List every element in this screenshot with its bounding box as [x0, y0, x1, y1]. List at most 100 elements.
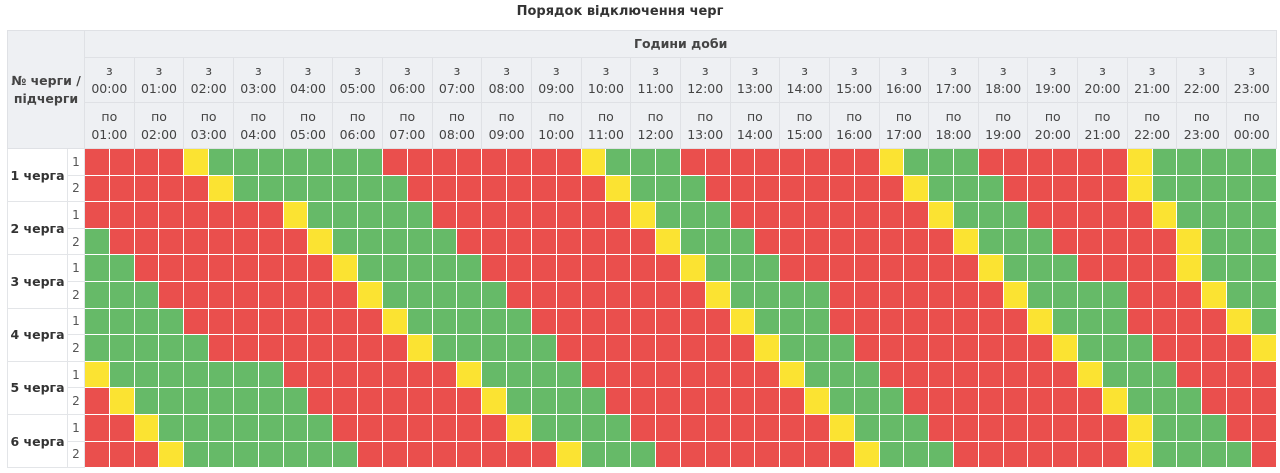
power-on-cell	[406, 227, 433, 256]
outage-cell	[853, 334, 880, 362]
outage-cell	[1052, 413, 1079, 442]
from-prefix: з	[453, 63, 461, 78]
possible-outage-cell	[208, 174, 234, 203]
from-time: 19:00	[1034, 81, 1071, 96]
subqueue-number: 1	[67, 201, 85, 229]
power-on-cell	[1226, 148, 1252, 176]
to-time: 01:00	[91, 126, 128, 142]
queue-label: 5 черга	[7, 360, 68, 415]
outage-cell	[630, 227, 657, 256]
power-on-cell	[1151, 148, 1178, 176]
power-on-cell	[406, 201, 433, 229]
outage-cell	[605, 360, 632, 389]
outage-cell	[282, 254, 309, 282]
outage-cell	[655, 413, 681, 442]
outage-cell	[977, 307, 1004, 336]
outage-cell	[307, 254, 334, 282]
power-on-cell	[1201, 201, 1228, 229]
power-on-cell	[952, 174, 979, 203]
power-on-cell	[1226, 174, 1252, 203]
outage-cell	[183, 174, 210, 203]
power-on-cell	[580, 387, 607, 415]
outage-cell	[605, 254, 632, 282]
outage-cell	[1176, 360, 1203, 389]
power-on-cell	[1027, 280, 1054, 309]
outage-cell	[878, 280, 905, 309]
outage-cell	[853, 201, 880, 229]
to-time: 21:00	[1084, 126, 1121, 142]
power-on-cell	[655, 201, 681, 229]
possible-outage-cell	[630, 201, 657, 229]
power-on-cell	[357, 148, 383, 176]
possible-outage-cell	[1151, 201, 1178, 229]
power-on-cell	[183, 413, 210, 442]
hour-from-header: з 16:00	[878, 57, 930, 103]
outage-cell	[704, 387, 731, 415]
hour-to-header: по 14:00	[729, 102, 781, 149]
outage-cell	[853, 174, 880, 203]
power-on-cell	[108, 280, 135, 309]
outage-cell	[804, 148, 830, 176]
power-on-cell	[307, 201, 334, 229]
from-time: 18:00	[985, 81, 1022, 96]
outage-cell	[1151, 227, 1178, 256]
outage-cell	[555, 148, 582, 176]
outage-cell	[903, 360, 930, 389]
outage-cell	[332, 280, 359, 309]
power-on-cell	[282, 174, 309, 203]
possible-outage-cell	[307, 227, 334, 256]
outage-cell	[853, 307, 880, 336]
power-on-cell	[1052, 280, 1079, 309]
power-on-cell	[307, 440, 334, 469]
outage-cell	[257, 307, 284, 336]
from-time: 10:00	[587, 81, 624, 96]
power-on-cell	[431, 227, 458, 256]
power-on-cell	[332, 227, 359, 256]
outage-cell	[183, 307, 210, 336]
outage-cell	[456, 201, 483, 229]
possible-outage-cell	[1201, 280, 1228, 309]
outage-cell	[530, 227, 557, 256]
from-prefix: з	[751, 63, 759, 78]
power-on-cell	[977, 201, 1004, 229]
outage-cell	[332, 413, 359, 442]
outage-cell	[952, 280, 979, 309]
outage-cell	[1027, 413, 1054, 442]
power-on-cell	[332, 174, 359, 203]
outage-cell	[704, 334, 731, 362]
power-on-cell	[381, 254, 408, 282]
outage-cell	[679, 440, 706, 469]
power-on-cell	[530, 334, 557, 362]
power-on-cell	[754, 254, 781, 282]
outage-cell	[208, 201, 234, 229]
queue-row: 4 черга 1	[7, 307, 1278, 362]
queue-row: 2 черга 1	[7, 201, 1278, 256]
outage-cell	[1101, 174, 1128, 203]
power-on-cell	[1002, 201, 1029, 229]
hour-to-header: по 17:00	[878, 102, 930, 149]
power-on-cell	[1176, 387, 1203, 415]
from-time: 12:00	[687, 81, 724, 96]
outage-cell	[406, 360, 433, 389]
outage-cell	[133, 254, 160, 282]
outage-cell	[257, 227, 284, 256]
outage-cell	[729, 387, 756, 415]
outage-cell	[928, 254, 954, 282]
outage-cell	[1002, 307, 1029, 336]
power-on-cell	[1077, 334, 1103, 362]
power-on-cell	[1250, 201, 1278, 229]
outage-cell	[1052, 360, 1079, 389]
outage-cell	[1052, 387, 1079, 415]
possible-outage-cell	[704, 280, 731, 309]
outage-cell	[952, 440, 979, 469]
from-prefix: з	[403, 63, 411, 78]
possible-outage-cell	[977, 254, 1004, 282]
outage-cell	[1126, 201, 1153, 229]
power-on-cell	[605, 148, 632, 176]
hour-from-header: з 04:00	[282, 57, 334, 103]
outage-cell	[1027, 440, 1054, 469]
power-on-cell	[431, 280, 458, 309]
outage-cell	[158, 227, 185, 256]
outage-cell	[108, 440, 135, 469]
power-on-cell	[804, 334, 830, 362]
